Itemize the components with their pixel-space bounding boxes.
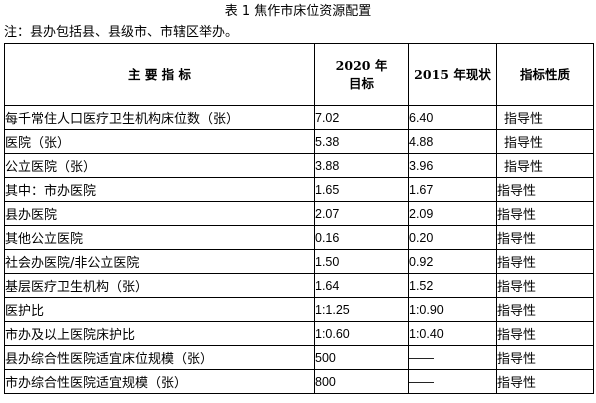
row-nature: 指导性 [496, 297, 594, 322]
row-indicator-name: 县办医院 [4, 201, 315, 226]
row-2015-status: 1:0.40 [408, 321, 497, 346]
header-2020-target-line2: 目标 [348, 75, 374, 91]
table-caption: 表 1 焦作市床位资源配置 [224, 4, 372, 19]
row-indicator-name: 市办及以上医院床护比 [4, 321, 315, 346]
row-2020-target: 1.50 [314, 249, 409, 274]
row-nature: 指导性 [496, 369, 594, 394]
row-2015-status: 1:0.90 [408, 297, 497, 322]
header-2015-status: 2015 年现状 [408, 43, 497, 106]
row-2020-target: 5.38 [314, 129, 409, 154]
row-2020-target: 800 [314, 369, 409, 394]
row-indicator-name: 医院（张） [4, 129, 315, 154]
table-row: 县办医院 2.07 2.09 指导性 [4, 201, 594, 226]
table-note: 注：县办包括县、县级市、市辖区举办。 [4, 25, 239, 40]
row-2020-target: 1.65 [314, 177, 409, 202]
row-nature: 指导性 [496, 153, 594, 178]
row-2020-target: 2.07 [314, 201, 409, 226]
row-nature: 指导性 [496, 129, 594, 154]
row-2015-status: 1.67 [408, 177, 497, 202]
row-indicator-name: 基层医疗卫生机构（张） [4, 273, 315, 298]
table-row: 每千常住人口医疗卫生机构床位数（张） 7.02 6.40 指导性 [4, 105, 594, 130]
header-2020-target-line1: 2020 年 [335, 57, 388, 73]
table-row: 医护比 1:1.25 1:0.90 指导性 [4, 297, 594, 322]
table-row: 其他公立医院 0.16 0.20 指导性 [4, 225, 594, 250]
row-2015-status: 3.96 [408, 153, 497, 178]
row-2015-status: —— [408, 369, 497, 394]
header-indicator: 主 要 指 标 [4, 43, 315, 106]
row-nature: 指导性 [496, 201, 594, 226]
row-2015-status: 1.52 [408, 273, 497, 298]
row-2020-target: 1:0.60 [314, 321, 409, 346]
header-indicator-nature: 指标性质 [496, 43, 594, 106]
table-row: 医院（张） 5.38 4.88 指导性 [4, 129, 594, 154]
row-2015-status: 6.40 [408, 105, 497, 130]
table-row: 公立医院（张） 3.88 3.96 指导性 [4, 153, 594, 178]
table-row: 其中：市办医院 1.65 1.67 指导性 [4, 177, 594, 202]
row-indicator-name: 每千常住人口医疗卫生机构床位数（张） [4, 105, 315, 130]
row-2015-status: —— [408, 345, 497, 370]
row-nature: 指导性 [496, 177, 594, 202]
table-row: 市办综合性医院适宜规模（张） 800 —— 指导性 [4, 369, 594, 394]
row-2020-target: 500 [314, 345, 409, 370]
row-nature: 指导性 [496, 321, 594, 346]
row-2020-target: 7.02 [314, 105, 409, 130]
row-indicator-name: 其他公立医院 [4, 225, 315, 250]
row-2020-target: 3.88 [314, 153, 409, 178]
row-indicator-name: 市办综合性医院适宜规模（张） [4, 369, 315, 394]
bed-resource-table: 主 要 指 标 2020 年 目标 2015 年现状 指标性质 每千常住人口医疗… [4, 43, 594, 394]
row-indicator-name: 其中：市办医院 [4, 177, 315, 202]
row-nature: 指导性 [496, 249, 594, 274]
row-nature: 指导性 [496, 345, 594, 370]
row-2015-status: 0.20 [408, 225, 497, 250]
row-2020-target: 0.16 [314, 225, 409, 250]
row-2015-status: 2.09 [408, 201, 497, 226]
table-row: 基层医疗卫生机构（张） 1.64 1.52 指导性 [4, 273, 594, 298]
row-indicator-name: 医护比 [4, 297, 315, 322]
row-nature: 指导性 [496, 105, 594, 130]
table-header-row: 主 要 指 标 2020 年 目标 2015 年现状 指标性质 [4, 43, 594, 106]
row-indicator-name: 社会办医院/非公立医院 [4, 249, 315, 274]
row-nature: 指导性 [496, 273, 594, 298]
row-indicator-name: 公立医院（张） [4, 153, 315, 178]
row-nature: 指导性 [496, 225, 594, 250]
row-2015-status: 4.88 [408, 129, 497, 154]
row-indicator-name: 县办综合性医院适宜床位规模（张） [4, 345, 315, 370]
table-row: 社会办医院/非公立医院 1.50 0.92 指导性 [4, 249, 594, 274]
row-2020-target: 1:1.25 [314, 297, 409, 322]
row-2015-status: 0.92 [408, 249, 497, 274]
row-2020-target: 1.64 [314, 273, 409, 298]
table-row: 市办及以上医院床护比 1:0.60 1:0.40 指导性 [4, 321, 594, 346]
header-2020-target: 2020 年 目标 [314, 43, 409, 106]
table-row: 县办综合性医院适宜床位规模（张） 500 —— 指导性 [4, 345, 594, 370]
